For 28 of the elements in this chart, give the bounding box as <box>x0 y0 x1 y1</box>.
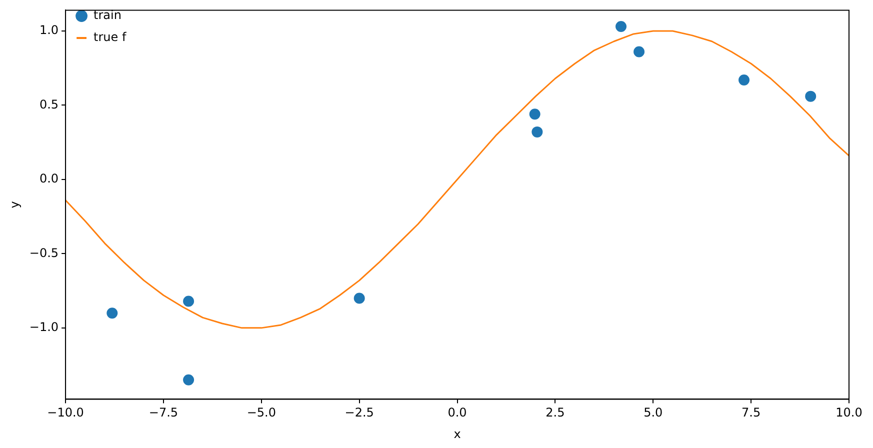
point <box>106 308 118 319</box>
point <box>738 74 750 86</box>
x-tick-label: 7.5 <box>742 406 761 420</box>
y-tick-label: 1.0 <box>39 23 59 38</box>
point <box>183 374 194 386</box>
point <box>616 21 627 32</box>
y-tick-label: −0.5 <box>29 246 59 260</box>
point <box>805 90 816 102</box>
y-tick-label: 0.5 <box>39 97 59 112</box>
point <box>529 108 540 120</box>
y-axis-title: y <box>7 201 22 208</box>
point <box>532 126 543 138</box>
x-tick-label: 2.5 <box>546 406 565 420</box>
y-tick-label: −1.0 <box>29 320 59 334</box>
x-axis-title: x <box>454 426 461 441</box>
x-tick-label: 10.0 <box>836 406 862 420</box>
y-tick-label: 0.0 <box>39 172 59 186</box>
x-tick-label: −2.5 <box>344 406 374 420</box>
x-tick-label: −5.0 <box>246 406 276 420</box>
x-tick-label: −10.0 <box>47 406 84 420</box>
x-tick-label: −7.5 <box>148 406 178 420</box>
point <box>354 292 365 304</box>
point <box>183 296 194 307</box>
x-tick-label: 5.0 <box>644 406 663 420</box>
legend-label: train <box>94 8 122 22</box>
x-tick-label: 0.0 <box>448 406 467 420</box>
point <box>634 46 645 58</box>
legend-label: true f <box>94 30 127 44</box>
